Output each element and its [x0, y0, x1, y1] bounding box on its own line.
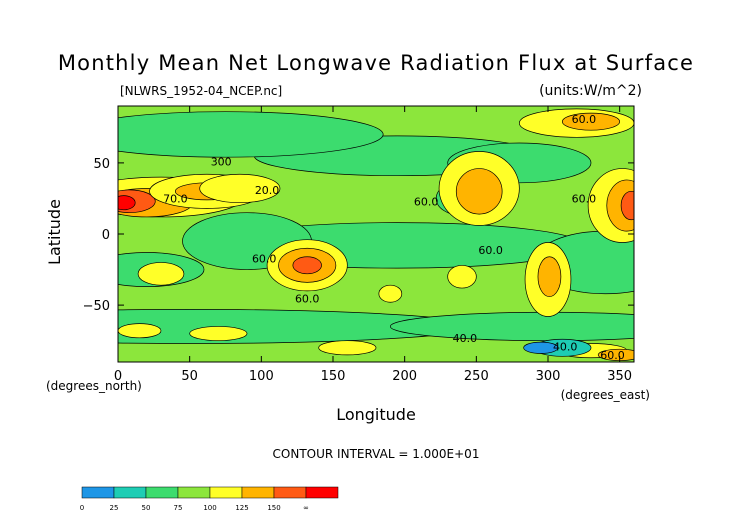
contour-label: 40.0 — [553, 341, 578, 354]
units-label: (units:W/m^2) — [539, 83, 642, 99]
x-tick-label: 50 — [181, 369, 198, 384]
contour-label: 60.0 — [600, 349, 625, 362]
colorbar: 0 25 50 75 100 125 150 ∞ — [80, 486, 339, 512]
contour-label: 40.0 — [453, 332, 478, 345]
file-label: [NLWRS_1952-04_NCEP.nc] — [120, 84, 282, 98]
x-tick-label: 250 — [464, 369, 489, 384]
colorbar-swatch — [113, 486, 147, 499]
y-tick-label: 0 — [102, 228, 110, 243]
field-region — [378, 284, 403, 303]
field-region — [118, 111, 384, 158]
colorbar-tick-label: 25 — [110, 504, 119, 512]
contour-label: 60.0 — [478, 244, 503, 257]
colorbar-tick-label: 50 — [142, 504, 151, 512]
plot-area — [118, 106, 634, 362]
x-tick-label: 350 — [607, 369, 632, 384]
contour-label: 300 — [211, 156, 232, 169]
colorbar-swatch — [209, 486, 243, 499]
colorbar-tick-label: ∞ — [303, 504, 309, 512]
y-unit-label: (degrees_north) — [46, 379, 142, 393]
colorbar-tick-label: 125 — [235, 504, 248, 512]
axes: 0 50 100 150 200 250 300 350 50 0 −50 — [83, 106, 634, 384]
contour-label: 60.0 — [252, 252, 277, 265]
field-region — [199, 173, 281, 204]
chart-title: Monthly Mean Net Longwave Radiation Flux… — [58, 51, 694, 75]
field-region — [447, 264, 477, 289]
contour-label: 60.0 — [295, 292, 320, 305]
field-region — [318, 340, 377, 356]
colorbar-swatch — [145, 486, 179, 499]
x-tick-label: 200 — [392, 369, 417, 384]
colorbar-swatch — [177, 486, 211, 499]
contour-label: 20.0 — [255, 184, 280, 197]
x-axis-title: Longitude — [336, 405, 416, 424]
x-tick-label: 150 — [321, 369, 346, 384]
contour-label: 60.0 — [414, 196, 439, 209]
colorbar-tick-label: 150 — [267, 504, 280, 512]
x-unit-label: (degrees_east) — [561, 388, 650, 402]
colorbar-swatch — [305, 486, 339, 499]
contour-label: 60.0 — [572, 193, 597, 206]
field-region — [523, 341, 559, 354]
colorbar-tick-label: 75 — [174, 504, 183, 512]
colorbar-swatch — [273, 486, 307, 499]
contour-interval-label: CONTOUR INTERVAL = 1.000E+01 — [273, 447, 480, 461]
colorbar-swatch — [81, 486, 115, 499]
y-axis-title: Latitude — [45, 199, 64, 265]
field-region — [537, 256, 562, 297]
field-region — [137, 262, 185, 286]
field-region — [561, 112, 621, 131]
colorbar-swatch — [241, 486, 275, 499]
field-region — [189, 326, 248, 342]
y-tick-label: −50 — [83, 299, 110, 314]
y-tick-label: 50 — [93, 157, 110, 172]
colorbar-tick-label: 0 — [80, 504, 84, 512]
x-tick-label: 100 — [249, 369, 274, 384]
contour-labels: 60.0 60.0 60.0 60.0 60.0 60.0 60.0 40.0 40.0 300 7… — [163, 113, 625, 362]
field-region — [620, 190, 634, 221]
contour-label: 70.0 — [163, 193, 188, 206]
x-tick-label: 0 — [114, 369, 122, 384]
field-region — [118, 323, 162, 339]
colorbar-tick-label: 100 — [203, 504, 216, 512]
field-region — [118, 195, 136, 211]
field-region — [455, 168, 503, 215]
contour-label: 60.0 — [572, 113, 597, 126]
field-region — [292, 256, 322, 275]
x-tick-label: 300 — [536, 369, 561, 384]
